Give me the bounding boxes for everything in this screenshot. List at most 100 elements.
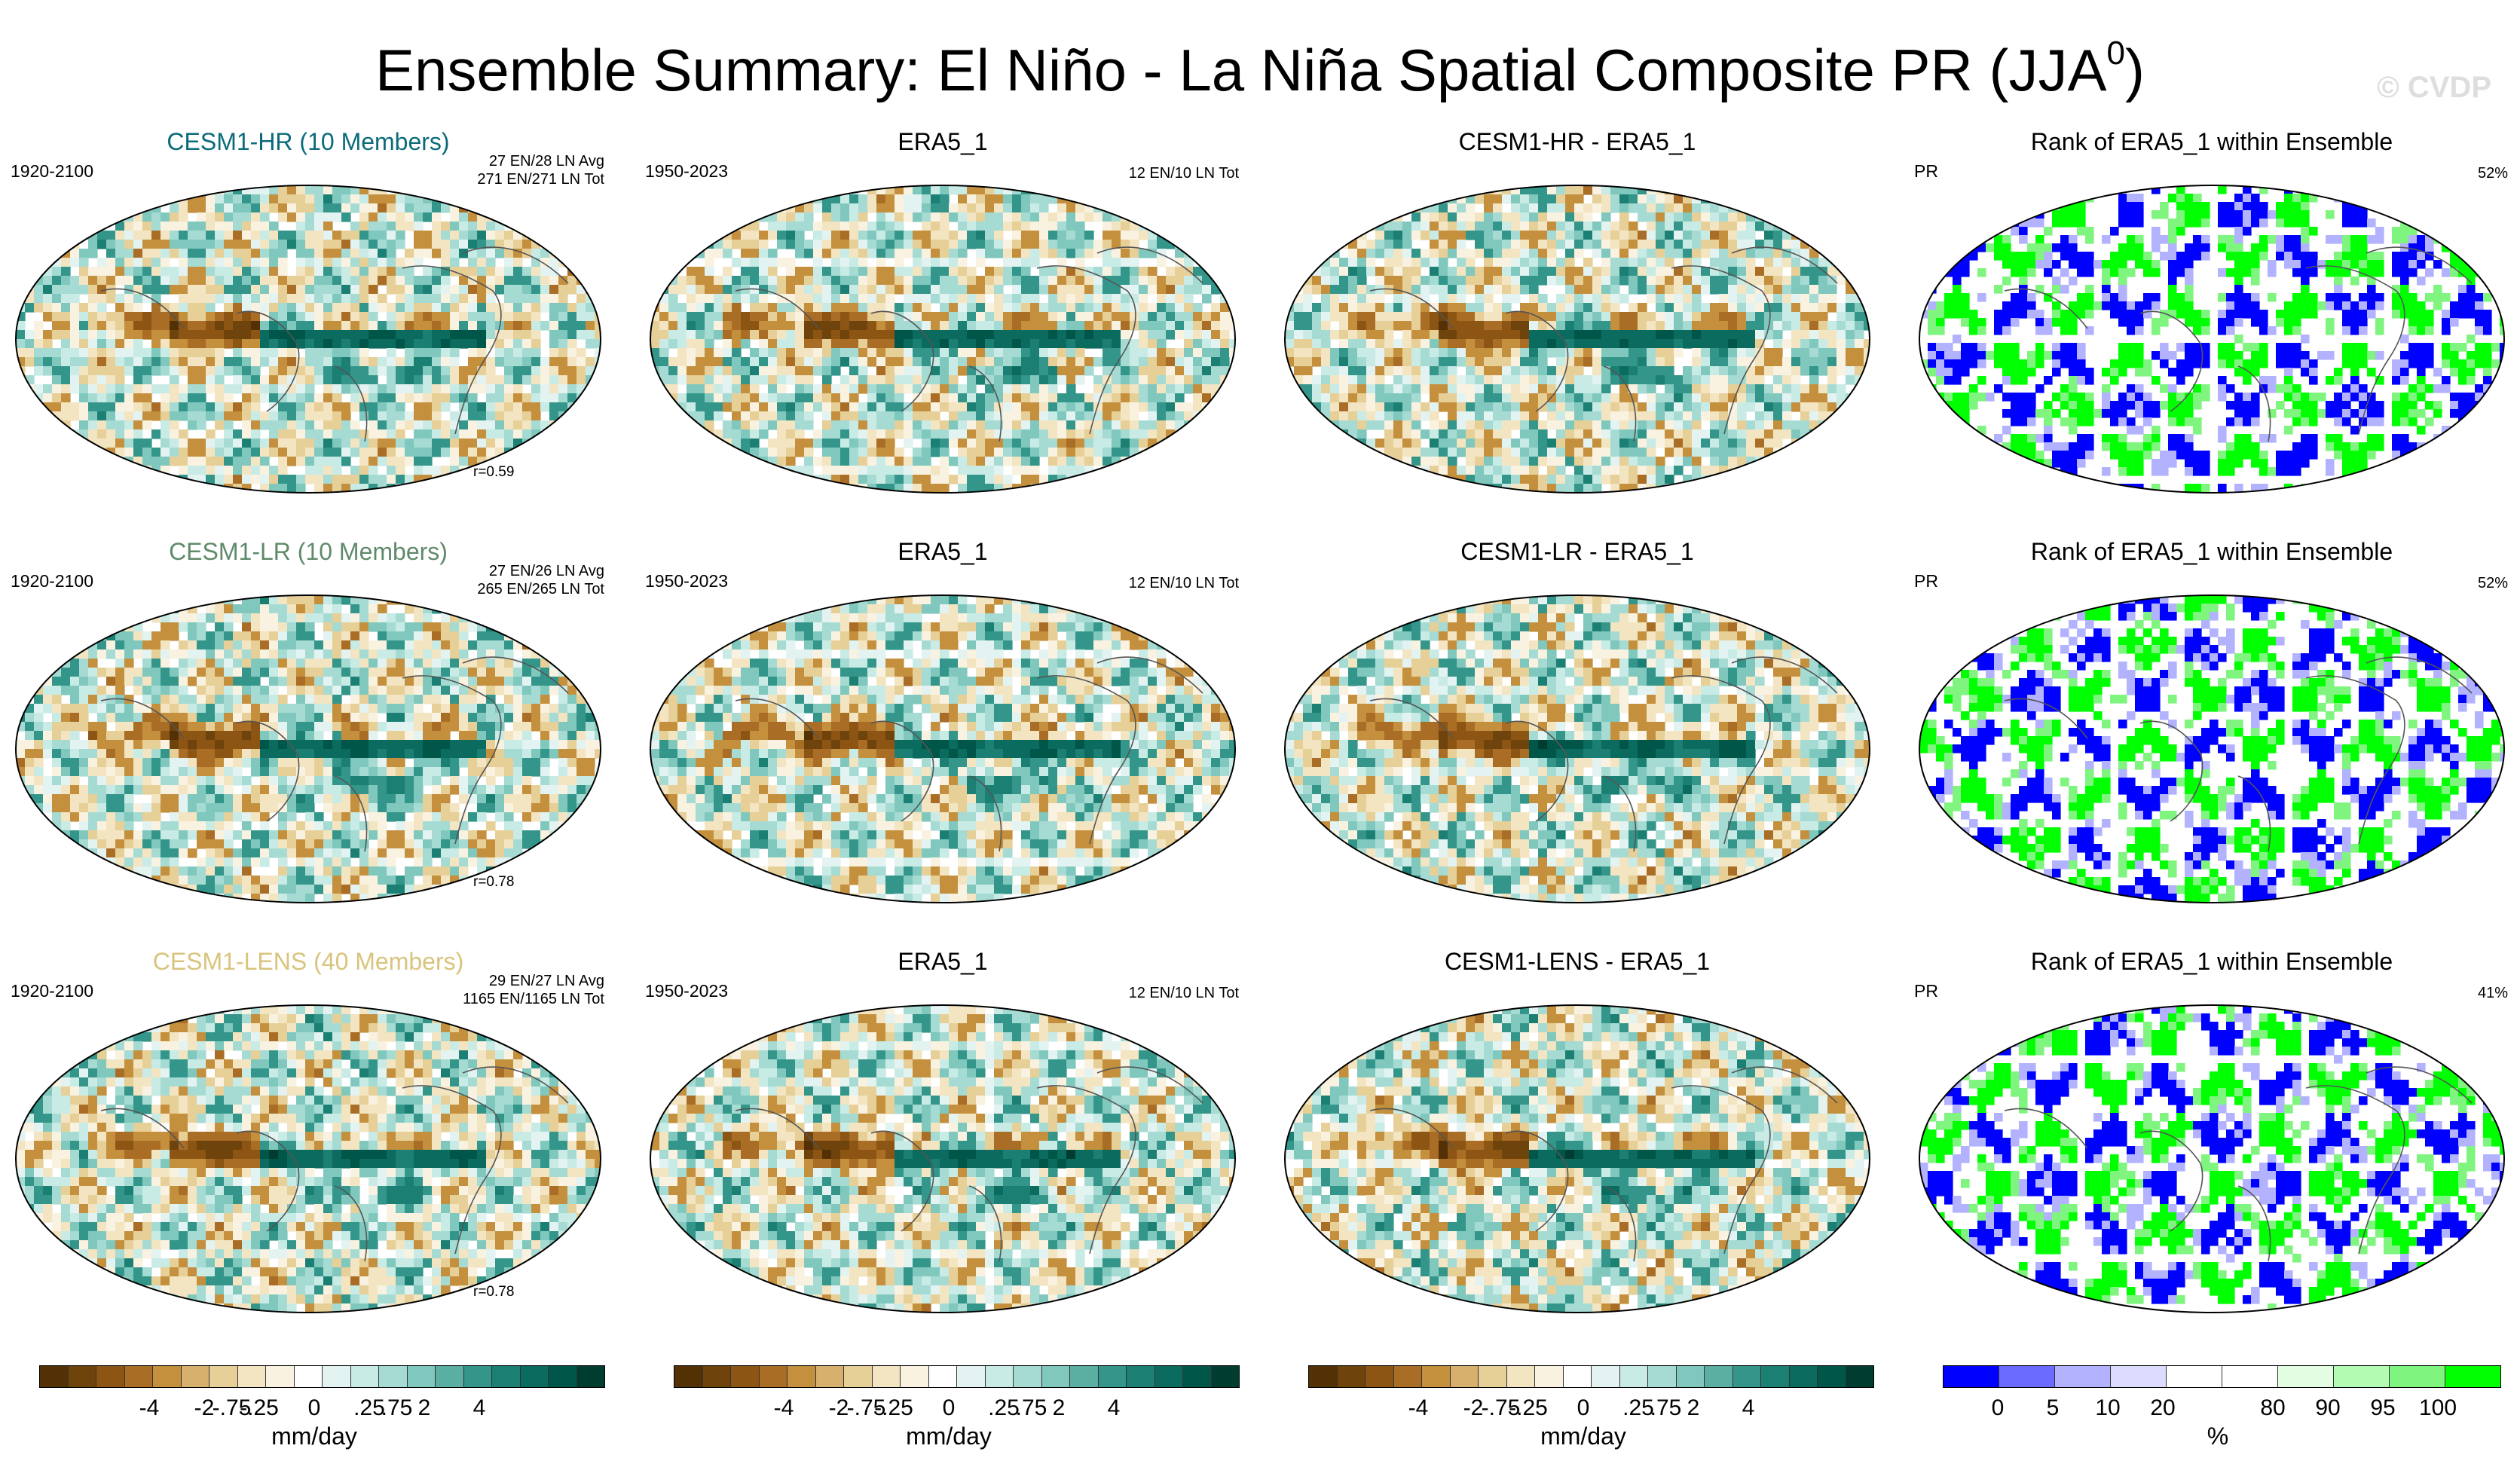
map-cell xyxy=(378,294,387,304)
map-cell xyxy=(795,439,805,448)
map-cell xyxy=(269,222,279,231)
map-cell xyxy=(1312,249,1322,258)
map-cell xyxy=(931,439,940,448)
map-cell xyxy=(732,375,742,385)
map-cell xyxy=(1112,420,1121,430)
map-cell xyxy=(170,249,179,258)
map-cell xyxy=(115,484,125,493)
map-cell xyxy=(161,411,170,421)
map-cell xyxy=(52,475,62,484)
map-cell xyxy=(831,249,841,258)
map-cell xyxy=(1773,240,1783,249)
map-cell xyxy=(595,484,601,493)
map-cell xyxy=(1692,258,1702,267)
map-cell xyxy=(732,321,742,331)
map-cell xyxy=(1430,231,1439,240)
map-cell xyxy=(1030,393,1040,403)
map-cell xyxy=(323,466,333,475)
map-cell xyxy=(668,366,678,376)
map-cell xyxy=(931,194,940,204)
map-cell xyxy=(1193,466,1203,475)
map-cell xyxy=(477,222,487,231)
coastline xyxy=(236,310,300,412)
map-cell xyxy=(549,294,559,304)
map-cell xyxy=(1084,366,1094,376)
map-cell xyxy=(786,185,796,195)
map-cell xyxy=(296,457,306,466)
map-cell xyxy=(296,330,306,340)
map-cell xyxy=(1457,231,1466,240)
map-cell xyxy=(931,448,940,457)
map-cell xyxy=(1193,348,1203,358)
map-cell xyxy=(387,466,396,475)
map-cell xyxy=(714,212,723,222)
map-cell xyxy=(931,330,940,340)
map-cell xyxy=(70,384,80,394)
map-cell xyxy=(1764,249,1774,258)
map-cell xyxy=(1836,240,1846,249)
map-cell xyxy=(549,439,559,448)
map-cell xyxy=(115,276,125,286)
map-cell xyxy=(305,348,315,358)
map-cell xyxy=(1737,240,1747,249)
map-cell xyxy=(206,285,216,295)
map-cell xyxy=(441,339,451,349)
map-cell xyxy=(1493,267,1503,277)
map-cell xyxy=(696,203,705,213)
map-cell xyxy=(1084,303,1094,313)
map-cell xyxy=(1093,312,1103,322)
map-cell xyxy=(1220,212,1230,222)
map-cell xyxy=(558,475,568,484)
map-cell xyxy=(831,457,841,466)
map-cell xyxy=(1012,466,1022,475)
map-cell xyxy=(1701,185,1711,195)
map-cell xyxy=(1066,348,1076,358)
map-cell xyxy=(1003,267,1013,277)
map-cell xyxy=(1384,240,1394,249)
map-cell xyxy=(1728,185,1738,195)
map-cell xyxy=(16,249,26,258)
map-cell xyxy=(867,285,877,295)
map-cell xyxy=(287,194,297,204)
map-cell xyxy=(151,258,161,267)
map-cell xyxy=(687,285,696,295)
map-cell xyxy=(88,276,98,286)
map-cell xyxy=(1139,484,1148,493)
map-cell xyxy=(659,222,669,231)
map-cell xyxy=(876,267,886,277)
map-cell xyxy=(1229,448,1235,457)
map-cell xyxy=(558,303,568,313)
map-cell xyxy=(206,203,216,213)
map-cell xyxy=(405,366,414,376)
map-cell xyxy=(251,439,261,448)
map-cell xyxy=(922,194,931,204)
map-cell xyxy=(922,366,931,376)
map-cell xyxy=(432,484,442,493)
map-cell xyxy=(251,429,261,439)
map-cell xyxy=(486,203,496,213)
map-cell xyxy=(504,420,514,430)
map-cell xyxy=(468,411,478,421)
map-cell xyxy=(1175,330,1185,340)
map-cell xyxy=(1021,276,1031,286)
map-cell xyxy=(233,312,243,322)
map-cell xyxy=(79,402,89,412)
map-cell xyxy=(985,339,995,349)
map-cell xyxy=(124,249,134,258)
map-cell xyxy=(405,439,414,448)
map-cell xyxy=(777,276,787,286)
map-cell xyxy=(170,240,179,249)
map-cell xyxy=(1430,285,1439,295)
map-cell xyxy=(786,303,796,313)
map-cell xyxy=(513,276,523,286)
map-cell xyxy=(405,185,414,195)
map-cell xyxy=(1121,249,1130,258)
map-cell xyxy=(558,457,568,466)
map-cell xyxy=(1148,475,1158,484)
map-cell xyxy=(741,357,751,367)
map-cell xyxy=(1048,285,1058,295)
map-cell xyxy=(260,194,270,204)
map-cell xyxy=(314,267,324,277)
map-cell xyxy=(486,222,496,231)
map-cell xyxy=(1737,194,1747,204)
